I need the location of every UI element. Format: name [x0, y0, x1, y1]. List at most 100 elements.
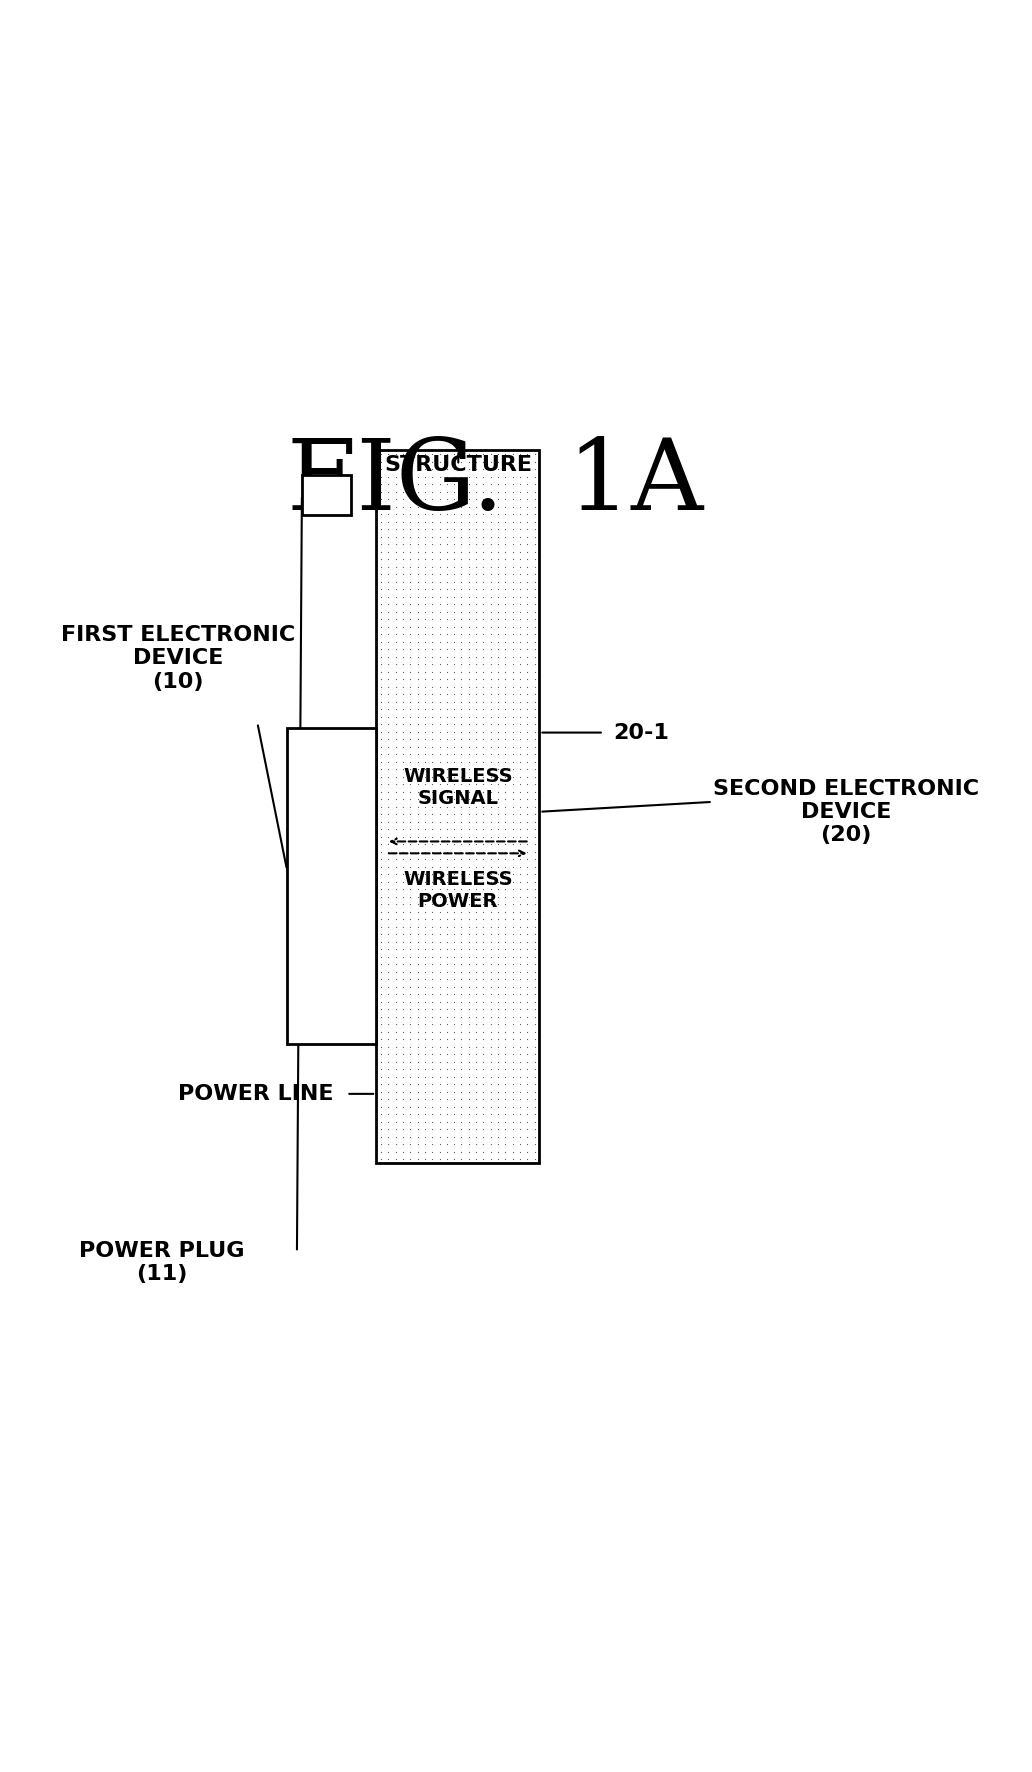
- Point: [453, 500, 470, 528]
- Point: [505, 1122, 521, 1150]
- Point: [453, 1033, 470, 1061]
- Point: [431, 627, 448, 656]
- Point: [380, 875, 396, 904]
- Point: [387, 801, 404, 829]
- Point: [467, 688, 484, 716]
- Point: [453, 957, 470, 985]
- Point: [431, 868, 448, 897]
- Point: [380, 546, 396, 574]
- Point: [424, 583, 441, 611]
- Point: [497, 703, 514, 732]
- Point: [439, 664, 455, 693]
- Point: [431, 478, 448, 507]
- Point: [475, 1003, 491, 1031]
- Point: [467, 762, 484, 790]
- Point: [505, 987, 521, 1015]
- Point: [439, 486, 455, 514]
- Point: [424, 1033, 441, 1061]
- Point: [402, 1054, 419, 1083]
- Point: [410, 634, 426, 663]
- Point: [475, 448, 491, 477]
- Point: [446, 688, 462, 716]
- Point: [439, 546, 455, 574]
- Point: [410, 1131, 426, 1159]
- Point: [402, 1108, 419, 1136]
- Point: [387, 1145, 404, 1173]
- Point: [490, 1084, 507, 1113]
- Point: [424, 634, 441, 663]
- Point: [467, 732, 484, 760]
- Point: [467, 838, 484, 867]
- Point: [431, 1115, 448, 1143]
- Point: [482, 943, 498, 971]
- Point: [460, 1122, 477, 1150]
- Point: [526, 822, 543, 851]
- Point: [490, 627, 507, 656]
- Point: [446, 486, 462, 514]
- Point: [373, 755, 389, 783]
- Point: [417, 875, 433, 904]
- Point: [424, 868, 441, 897]
- Point: [512, 597, 528, 626]
- Point: [380, 725, 396, 753]
- Point: [475, 567, 491, 595]
- Point: [475, 936, 491, 964]
- Point: [453, 913, 470, 941]
- Point: [475, 741, 491, 769]
- Point: [453, 1108, 470, 1136]
- Point: [512, 673, 528, 702]
- Point: [497, 1131, 514, 1159]
- Point: [387, 478, 404, 507]
- Point: [395, 1115, 412, 1143]
- Point: [380, 1010, 396, 1038]
- Point: [373, 966, 389, 994]
- Point: [519, 643, 536, 672]
- Point: [439, 590, 455, 618]
- Point: [519, 664, 536, 693]
- Point: [526, 493, 543, 521]
- Point: [410, 748, 426, 776]
- Point: [431, 771, 448, 799]
- Point: [439, 711, 455, 739]
- Point: [424, 771, 441, 799]
- Point: [410, 943, 426, 971]
- Point: [410, 996, 426, 1024]
- Point: [482, 920, 498, 948]
- Point: [497, 1054, 514, 1083]
- Point: [439, 980, 455, 1008]
- Point: [460, 627, 477, 656]
- Point: [446, 1100, 462, 1129]
- Point: [467, 546, 484, 574]
- Point: [475, 695, 491, 723]
- Point: [475, 1084, 491, 1113]
- Point: [453, 1131, 470, 1159]
- Point: [402, 546, 419, 574]
- Point: [424, 627, 441, 656]
- Point: [395, 530, 412, 558]
- Point: [410, 829, 426, 858]
- Point: [460, 966, 477, 994]
- Point: [395, 890, 412, 918]
- Point: [526, 1010, 543, 1038]
- Point: [439, 1010, 455, 1038]
- Point: [446, 1093, 462, 1122]
- Point: [446, 875, 462, 904]
- Point: [446, 778, 462, 806]
- Point: [387, 1122, 404, 1150]
- Point: [373, 553, 389, 581]
- Point: [467, 748, 484, 776]
- Point: [387, 778, 404, 806]
- Point: [439, 1145, 455, 1173]
- Point: [497, 455, 514, 484]
- Point: [380, 530, 396, 558]
- Point: [380, 966, 396, 994]
- Point: [482, 957, 498, 985]
- Point: [519, 703, 536, 732]
- Point: [512, 1115, 528, 1143]
- Point: [410, 792, 426, 820]
- Point: [446, 1010, 462, 1038]
- Point: [387, 875, 404, 904]
- Point: [424, 590, 441, 618]
- Point: [395, 462, 412, 491]
- Point: [482, 898, 498, 927]
